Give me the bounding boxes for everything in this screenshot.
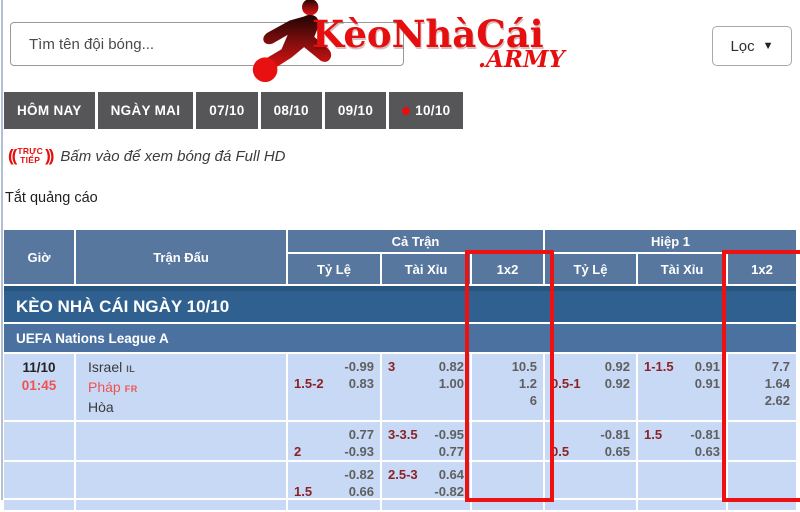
odds-cell-ft-handicap[interactable]: -0.82 1.5 0.66 [288,462,380,498]
empty-cell [472,500,543,510]
logo-wordmark: KèoNhàCái [312,12,544,56]
live-stream-link[interactable]: Bấm vào để xem bóng đá Full HD [60,147,286,165]
odds-cell-h1-handicap-empty[interactable] [545,462,636,498]
home-country-code: IL [126,364,136,374]
odds-cell-h1-overunder[interactable]: 1-1.5 0.91 0.91 [638,354,726,420]
empty-cell [382,500,470,510]
empty-cell [288,500,380,510]
match-row: 11/10 01:45 Israel IL Pháp FR Hòa -0.99 1.… [4,354,796,420]
odds-cell-h1-handicap[interactable]: 0.92 0.5-1 0.92 [545,354,636,420]
empty-teams-cell [76,422,286,460]
filter-label: Lọc [730,37,755,55]
active-dot-icon [402,106,411,115]
draw-label: Hòa [88,399,114,415]
search-input[interactable] [10,22,404,66]
odds-row: -0.82 1.5 0.66 2.5-3 0.64 -0.82 [4,462,796,498]
col-header-fulltime: Cả Trận [288,230,543,252]
home-team-link[interactable]: Israel IL [88,359,136,375]
table-header: Giờ Trận Đấu Cả Trận Hiệp 1 Tỷ Lệ Tài Xỉ… [4,230,796,284]
logo-domain-suffix: .ARMY [478,46,565,73]
col-header-h1-overunder: Tài Xỉu [638,254,726,284]
live-stream-row: (( TRỰC TIẾP )) Bấm vào để xem bóng đá F… [8,146,286,166]
section-title-row: KÈO NHÀ CÁI NGÀY 10/10 [4,286,796,322]
tab-09-10[interactable]: 09/10 [324,92,387,129]
empty-teams-cell [76,462,286,498]
odds-cell-h1-1x2-empty[interactable] [728,422,796,460]
col-header-ft-1x2: 1x2 [472,254,543,284]
col-header-ft-handicap: Tỷ Lệ [288,254,380,284]
match-teams-cell: Israel IL Pháp FR Hòa [76,354,286,420]
col-header-firsthalf: Hiệp 1 [545,230,796,252]
tab-08-10[interactable]: 08/10 [260,92,322,129]
odds-cell-ft-overunder[interactable]: 3 0.82 1.00 [382,354,470,420]
odds-cell-h1-1x2[interactable]: 7.7 1.64 2.62 [728,354,796,420]
tab-tomorrow[interactable]: NGÀY MAI [97,92,194,129]
odds-cell-h1-overunder-empty[interactable] [638,462,726,498]
col-header-h1-1x2: 1x2 [728,254,796,284]
empty-cell [728,500,796,510]
odds-cell-ft-1x2[interactable]: 10.5 1.2 6 [472,354,543,420]
kickoff-time: 01:45 [21,378,57,393]
league-row[interactable]: UEFA Nations League A [4,324,796,352]
odds-cell-h1-1x2-empty[interactable] [728,462,796,498]
soccer-player-icon [252,0,332,82]
odds-row: 0.77 2 -0.93 3-3.5 -0.95 0.77 -0.81 0.5 0.6… [4,422,796,460]
tab-07-10[interactable]: 07/10 [196,92,258,129]
empty-time-cell [4,422,74,460]
away-team-link[interactable]: Pháp FR [88,379,138,395]
ads-toggle-link[interactable]: Tắt quảng cáo [5,190,98,206]
col-header-match: Trận Đấu [76,230,286,284]
col-header-time: Giờ [4,230,74,284]
tab-10-10-active[interactable]: 10/10 [389,92,464,129]
match-time-cell: 11/10 01:45 [4,354,74,420]
empty-time-cell [4,462,74,498]
odds-cell-ft-overunder[interactable]: 2.5-3 0.64 -0.82 [382,462,470,498]
odds-cell-h1-handicap[interactable]: -0.81 0.5 0.65 [545,422,636,460]
odds-cell-ft-1x2-empty[interactable] [472,422,543,460]
live-broadcast-icon: (( TRỰC TIẾP )) [8,146,54,165]
date-tab-bar: HÔM NAY NGÀY MAI 07/10 08/10 09/10 10/10 [4,92,464,129]
empty-cell [76,500,286,510]
odds-cell-ft-handicap[interactable]: 0.77 2 -0.93 [288,422,380,460]
odds-row-partial [4,500,796,510]
empty-cell [4,500,74,510]
empty-cell [545,500,636,510]
match-date: 11/10 [22,360,56,375]
odds-cell-h1-overunder[interactable]: 1.5 -0.81 0.63 [638,422,726,460]
odds-cell-ft-1x2-empty[interactable] [472,462,543,498]
site-logo[interactable]: KèoNhàCái .ARMY [238,0,578,82]
filter-button[interactable]: Lọc ▼ [712,26,792,66]
odds-table: Giờ Trận Đấu Cả Trận Hiệp 1 Tỷ Lệ Tài Xỉ… [4,230,796,512]
tab-today[interactable]: HÔM NAY [4,92,95,129]
away-country-code: FR [124,384,138,394]
col-header-h1-handicap: Tỷ Lệ [545,254,636,284]
chevron-down-icon: ▼ [762,40,774,52]
empty-cell [638,500,726,510]
page-left-border [1,0,3,500]
col-header-ft-overunder: Tài Xỉu [382,254,470,284]
odds-cell-ft-handicap[interactable]: -0.99 1.5-2 0.83 [288,354,380,420]
odds-cell-ft-overunder[interactable]: 3-3.5 -0.95 0.77 [382,422,470,460]
